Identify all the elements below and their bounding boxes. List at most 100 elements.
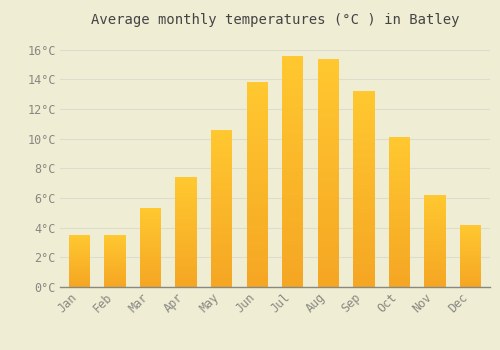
Bar — [176, 256, 197, 259]
Bar — [69, 255, 90, 256]
Bar — [176, 180, 197, 182]
Bar — [104, 282, 126, 283]
Bar — [318, 63, 339, 68]
Bar — [140, 264, 162, 265]
Bar — [318, 155, 339, 159]
Bar — [282, 195, 304, 199]
Bar — [424, 228, 446, 230]
Bar — [104, 261, 126, 262]
Bar — [69, 270, 90, 271]
Bar — [104, 275, 126, 276]
Bar — [282, 268, 304, 273]
Bar — [176, 221, 197, 223]
Bar — [140, 240, 162, 242]
Bar — [460, 271, 481, 272]
Bar — [69, 251, 90, 252]
Bar — [353, 177, 374, 181]
Bar — [282, 250, 304, 255]
Bar — [211, 265, 233, 268]
Bar — [140, 270, 162, 271]
Bar — [211, 249, 233, 252]
Bar — [424, 224, 446, 226]
Bar — [388, 239, 410, 242]
Bar — [353, 205, 374, 209]
Bar — [282, 134, 304, 139]
Bar — [460, 229, 481, 230]
Bar — [353, 260, 374, 264]
Bar — [318, 228, 339, 232]
Bar — [246, 164, 268, 168]
Bar — [140, 254, 162, 256]
Bar — [424, 261, 446, 263]
Bar — [388, 152, 410, 155]
Bar — [140, 237, 162, 238]
Bar — [140, 216, 162, 218]
Bar — [353, 138, 374, 142]
Bar — [424, 214, 446, 215]
Bar — [460, 262, 481, 263]
Bar — [424, 276, 446, 278]
Bar — [424, 236, 446, 237]
Bar — [211, 205, 233, 209]
Bar — [246, 144, 268, 148]
Bar — [140, 235, 162, 237]
Bar — [424, 281, 446, 283]
Bar — [176, 188, 197, 190]
Bar — [69, 246, 90, 247]
Bar — [424, 246, 446, 248]
Bar — [282, 213, 304, 218]
Bar — [353, 166, 374, 170]
Bar — [460, 273, 481, 274]
Bar — [176, 237, 197, 239]
Bar — [424, 223, 446, 224]
Bar — [460, 265, 481, 266]
Bar — [104, 266, 126, 267]
Bar — [282, 222, 304, 227]
Bar — [246, 160, 268, 164]
Bar — [318, 260, 339, 264]
Bar — [140, 232, 162, 233]
Bar — [104, 260, 126, 261]
Bar — [176, 247, 197, 250]
Bar — [211, 215, 233, 218]
Bar — [211, 136, 233, 139]
Bar — [353, 115, 374, 119]
Bar — [246, 275, 268, 279]
Bar — [104, 272, 126, 273]
Bar — [388, 155, 410, 158]
Bar — [211, 193, 233, 196]
Bar — [140, 210, 162, 212]
Bar — [353, 201, 374, 205]
Bar — [424, 259, 446, 261]
Bar — [211, 146, 233, 149]
Bar — [318, 177, 339, 182]
Bar — [282, 185, 304, 190]
Bar — [318, 136, 339, 141]
Bar — [176, 270, 197, 272]
Bar — [282, 61, 304, 65]
Bar — [460, 267, 481, 268]
Bar — [353, 275, 374, 279]
Bar — [353, 162, 374, 166]
Bar — [353, 248, 374, 252]
Bar — [140, 256, 162, 257]
Bar — [282, 93, 304, 97]
Bar — [140, 224, 162, 226]
Bar — [246, 181, 268, 185]
Bar — [318, 72, 339, 77]
Bar — [104, 244, 126, 245]
Bar — [176, 285, 197, 287]
Bar — [246, 258, 268, 262]
Bar — [211, 233, 233, 237]
Bar — [460, 225, 481, 226]
Bar — [246, 189, 268, 193]
Bar — [211, 243, 233, 246]
Bar — [104, 278, 126, 279]
Bar — [176, 195, 197, 197]
Bar — [424, 239, 446, 241]
Bar — [388, 197, 410, 200]
Bar — [424, 219, 446, 221]
Bar — [140, 278, 162, 279]
Bar — [104, 281, 126, 282]
Bar — [318, 91, 339, 95]
